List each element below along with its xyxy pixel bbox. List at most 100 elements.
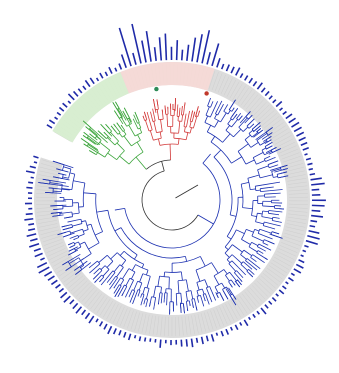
branch-radial xyxy=(245,159,255,165)
branch-radial xyxy=(116,267,124,278)
branch-radial xyxy=(166,292,168,304)
ring-stripe xyxy=(244,291,257,307)
branch-radial xyxy=(204,293,209,302)
outer-bar xyxy=(133,334,137,339)
outer-bar xyxy=(55,283,61,289)
ring-stripe xyxy=(288,185,308,189)
branch-radial xyxy=(226,286,232,295)
branch-radial xyxy=(251,121,261,130)
branch-radial xyxy=(184,113,187,123)
branch-arc xyxy=(189,126,194,129)
branch-radial xyxy=(222,133,231,143)
branch-radial xyxy=(196,282,200,291)
branch-radial xyxy=(214,114,217,119)
branch-radial xyxy=(119,155,130,165)
outer-bar xyxy=(195,337,199,343)
outer-bar xyxy=(63,295,71,303)
branch-radial xyxy=(252,125,261,133)
ring-stripe xyxy=(116,306,125,325)
branch-radial xyxy=(42,178,67,184)
outer-bar xyxy=(239,73,244,79)
branch-radial xyxy=(215,292,219,299)
branch-radial xyxy=(252,254,257,258)
branch-radial xyxy=(120,279,125,286)
branch-radial xyxy=(113,264,121,273)
outer-bar xyxy=(200,336,204,345)
branch-radial xyxy=(53,190,62,193)
outer-bar xyxy=(75,306,83,314)
ring-stripe xyxy=(230,300,242,318)
branch-radial xyxy=(248,262,258,271)
branch-arc xyxy=(148,129,153,132)
ring-stripe xyxy=(285,166,305,172)
branch-radial xyxy=(232,244,243,253)
branch-radial xyxy=(123,130,127,135)
branch-arc xyxy=(82,182,86,207)
branch-radial xyxy=(78,233,85,237)
branch-arc xyxy=(226,254,233,260)
ring-stripe xyxy=(51,253,69,264)
ring-stripe xyxy=(288,203,308,205)
branch-radial xyxy=(89,133,98,141)
branch-radial xyxy=(262,205,275,208)
branch-radial xyxy=(256,160,266,165)
ring-stripe xyxy=(102,300,114,318)
branch-radial xyxy=(241,239,251,245)
branch-radial xyxy=(261,216,273,219)
outer-bar xyxy=(220,63,225,70)
outer-bar xyxy=(304,153,308,156)
ring-stripe xyxy=(156,316,160,336)
ring-stripe xyxy=(84,289,97,305)
branch-radial xyxy=(65,258,85,271)
branch-radial xyxy=(89,150,96,155)
ring-stripe xyxy=(134,312,140,331)
branch-arc xyxy=(251,229,255,237)
branch-radial xyxy=(211,291,217,301)
branch-radial xyxy=(89,128,98,136)
branch-radial xyxy=(219,292,225,301)
branch-radial xyxy=(177,280,180,294)
branch-arc xyxy=(223,110,229,115)
ring-stripe xyxy=(257,107,272,121)
branch-radial xyxy=(210,101,214,108)
outer-bar xyxy=(28,223,35,226)
branch-radial xyxy=(176,104,179,117)
outer-bar xyxy=(256,82,263,90)
branch-radial xyxy=(250,142,259,148)
ring-stripe xyxy=(73,280,88,294)
branch-arc xyxy=(71,211,73,217)
outer-bar xyxy=(40,257,45,261)
outer-bar xyxy=(300,141,308,147)
outer-bar xyxy=(210,334,215,342)
branch-radial xyxy=(248,123,255,129)
branch-radial xyxy=(236,114,240,119)
outer-bar xyxy=(141,40,147,63)
branch-radial xyxy=(234,113,238,118)
branch-arc xyxy=(254,186,257,191)
outer-bar xyxy=(69,299,75,305)
branch-radial xyxy=(113,123,116,127)
branch-arc xyxy=(276,174,279,178)
branch-radial xyxy=(181,106,183,115)
outer-bar xyxy=(252,80,258,87)
branch-radial xyxy=(156,99,159,107)
branch-radial xyxy=(265,145,273,150)
branch-radial xyxy=(82,135,96,145)
ring-stripe xyxy=(211,72,219,91)
ring-stripe xyxy=(285,226,305,232)
branch-radial xyxy=(131,271,136,280)
branch-radial xyxy=(50,204,67,207)
outer-bar xyxy=(229,326,233,331)
outer-bar xyxy=(143,337,147,342)
ring-stripe xyxy=(260,275,276,289)
branch-radial xyxy=(181,114,184,122)
outer-bar xyxy=(84,79,91,88)
ring-stripe xyxy=(46,245,65,253)
branch-radial xyxy=(94,280,97,283)
outer-bar xyxy=(225,64,230,72)
outer-bar xyxy=(145,30,152,62)
branch-radial xyxy=(149,130,154,141)
branch-arc xyxy=(196,288,203,292)
ring-stripe xyxy=(200,313,207,332)
ring-stripe xyxy=(207,311,214,330)
